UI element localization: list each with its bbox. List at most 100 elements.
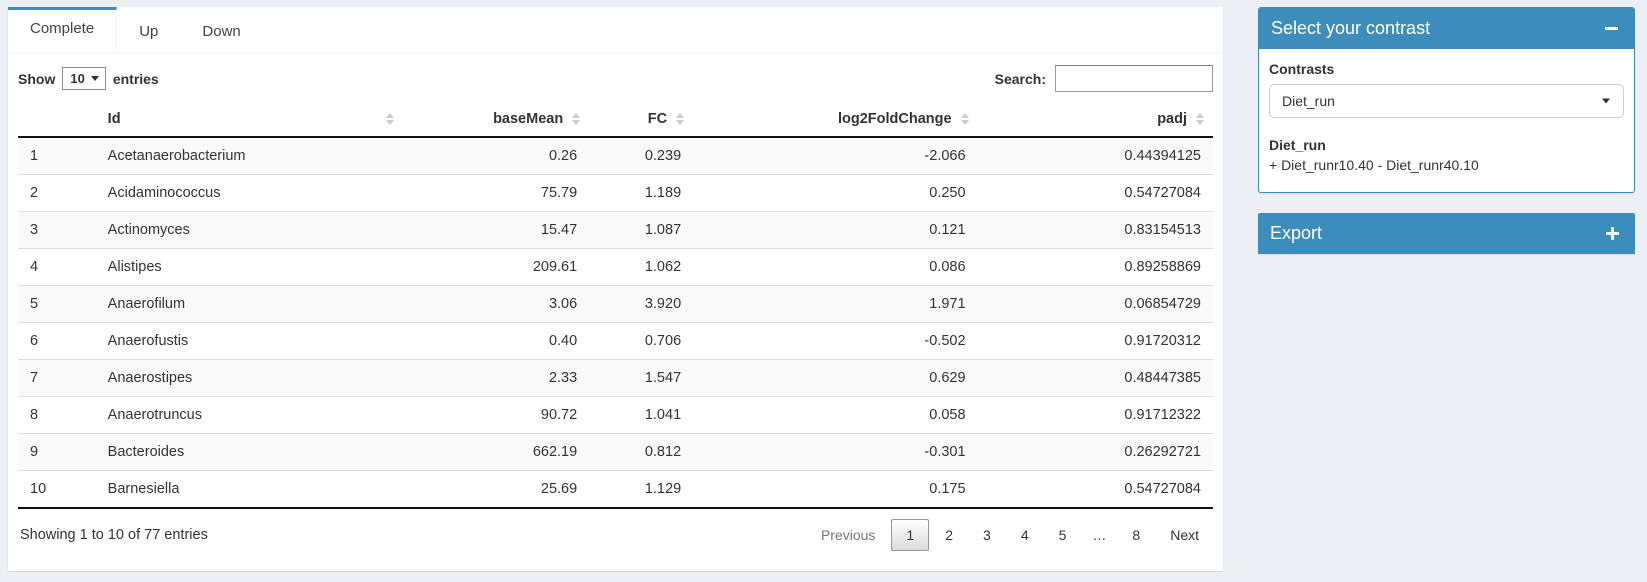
sort-icon bbox=[676, 113, 685, 125]
row-index: 9 bbox=[18, 433, 96, 471]
column-header-basemean[interactable]: baseMean bbox=[402, 102, 590, 138]
table-header-row: Id baseMean FC log2FoldChange bbox=[18, 102, 1213, 138]
cell-padj: 0.06854729 bbox=[977, 285, 1213, 323]
column-header-index bbox=[18, 102, 96, 138]
column-header-log2foldchange[interactable]: log2FoldChange bbox=[693, 102, 978, 138]
cell-basemean: 0.40 bbox=[402, 322, 590, 360]
column-header-id[interactable]: Id bbox=[95, 102, 403, 138]
table-row[interactable]: 1 Acetanaerobacterium 0.26 0.239 -2.066 … bbox=[18, 137, 1213, 175]
contrasts-label: Contrasts bbox=[1269, 61, 1335, 77]
table-row[interactable]: 3 Actinomyces 15.47 1.087 0.121 0.831545… bbox=[18, 211, 1213, 249]
cell-log2foldchange: -0.502 bbox=[693, 322, 978, 360]
tab-down[interactable]: Down bbox=[202, 23, 241, 40]
page-length-select[interactable]: 10 bbox=[62, 67, 106, 90]
page-length-control: Show 10 entries bbox=[18, 67, 159, 90]
search-input[interactable] bbox=[1055, 65, 1213, 92]
cell-fc: 1.062 bbox=[589, 248, 694, 286]
pagination-next[interactable]: Next bbox=[1170, 527, 1199, 543]
pagination-4[interactable]: 4 bbox=[1020, 527, 1029, 543]
cell-fc: 3.920 bbox=[589, 285, 694, 323]
column-header-padj[interactable]: padj bbox=[977, 102, 1213, 138]
search-control: Search: bbox=[995, 65, 1213, 92]
export-box: Export bbox=[1258, 212, 1635, 254]
pagination-1[interactable]: 1 bbox=[891, 519, 930, 551]
row-index: 1 bbox=[30, 148, 39, 164]
cell-basemean: 25.69 bbox=[402, 470, 590, 509]
column-header-label: padj bbox=[1157, 111, 1187, 127]
contrast-detail-formula: + Diet_runr10.40 - Diet_runr40.10 bbox=[1269, 157, 1479, 174]
cell-fc: 1.041 bbox=[589, 396, 694, 434]
row-index: 8 bbox=[18, 396, 96, 434]
cell-log2foldchange: 0.086 bbox=[693, 248, 978, 286]
pagination-8[interactable]: 8 bbox=[1132, 527, 1141, 543]
collapse-button[interactable] bbox=[1601, 25, 1622, 32]
cell-basemean: 3.06 bbox=[402, 285, 590, 323]
sort-icon bbox=[385, 113, 394, 125]
search-label: Search: bbox=[994, 70, 1046, 87]
cell-padj: 0.83154513 bbox=[977, 211, 1213, 249]
cell-id: Barnesiella bbox=[95, 470, 403, 509]
caret-down-icon bbox=[90, 76, 99, 81]
cell-id: Bacteroides bbox=[95, 433, 403, 471]
table-controls: Show 10 entries Search: bbox=[18, 65, 1213, 92]
table-row[interactable]: 9 Bacteroides 662.19 0.812 -0.301 0.2629… bbox=[18, 433, 1213, 471]
contrast-select[interactable]: Diet_run bbox=[1269, 84, 1624, 118]
cell-id: Acetanaerobacterium bbox=[107, 148, 246, 164]
page-length-value: 10 bbox=[70, 71, 85, 86]
cell-log2foldchange: -0.301 bbox=[693, 433, 978, 471]
cell-fc: 0.239 bbox=[644, 148, 682, 164]
cell-basemean: 90.72 bbox=[402, 396, 590, 434]
pagination: Previous 1 2 3 4 5 … 8 Next bbox=[805, 519, 1213, 551]
cell-padj: 0.44394125 bbox=[1124, 148, 1201, 164]
pagination-previous: Previous bbox=[820, 527, 876, 543]
column-header-label: baseMean bbox=[493, 111, 564, 127]
cell-padj: 0.89258869 bbox=[977, 248, 1213, 286]
cell-fc: 1.087 bbox=[589, 211, 694, 249]
row-index: 7 bbox=[18, 359, 96, 397]
cell-id: Anaerostipes bbox=[95, 359, 403, 397]
cell-log2foldchange: -2.066 bbox=[924, 148, 966, 164]
cell-id: Anaerofustis bbox=[95, 322, 403, 360]
tab-up[interactable]: Up bbox=[139, 23, 159, 40]
cell-fc: 1.189 bbox=[589, 174, 694, 212]
cell-id: Anaerofilum bbox=[95, 285, 403, 323]
table-row[interactable]: 6 Anaerofustis 0.40 0.706 -0.502 0.91720… bbox=[18, 322, 1213, 360]
cell-fc: 1.129 bbox=[589, 470, 694, 509]
table-row[interactable]: 7 Anaerostipes 2.33 1.547 0.629 0.484473… bbox=[18, 359, 1213, 397]
table-footer: Showing 1 to 10 of 77 entries Previous 1 2… bbox=[18, 519, 1213, 551]
cell-basemean: 662.19 bbox=[402, 433, 590, 471]
table-row[interactable]: 2 Acidaminococcus 75.79 1.189 0.250 0.54… bbox=[18, 174, 1213, 212]
contrast-box: Select your contrast Contrasts Diet_run … bbox=[1258, 7, 1635, 193]
row-index: 6 bbox=[18, 322, 96, 360]
cell-log2foldchange: 1.971 bbox=[693, 285, 978, 323]
cell-log2foldchange: 0.121 bbox=[693, 211, 978, 249]
contrast-box-title: Select your contrast bbox=[1271, 18, 1431, 38]
cell-log2foldchange: 0.629 bbox=[693, 359, 978, 397]
column-header-fc[interactable]: FC bbox=[589, 102, 694, 138]
cell-fc: 1.547 bbox=[589, 359, 694, 397]
tab-content: Show 10 entries Search: bbox=[8, 53, 1223, 561]
table-row[interactable]: 5 Anaerofilum 3.06 3.920 1.971 0.0685472… bbox=[18, 285, 1213, 323]
cell-fc: 0.706 bbox=[589, 322, 694, 360]
cell-log2foldchange: 0.250 bbox=[693, 174, 978, 212]
table-row[interactable]: 8 Anaerotruncus 90.72 1.041 0.058 0.9171… bbox=[18, 396, 1213, 434]
table-row[interactable]: 4 Alistipes 209.61 1.062 0.086 0.8925886… bbox=[18, 248, 1213, 286]
tab-complete[interactable]: Complete bbox=[8, 7, 118, 52]
pagination-2[interactable]: 2 bbox=[945, 527, 954, 543]
table-row[interactable]: 10 Barnesiella 25.69 1.129 0.175 0.54727… bbox=[18, 470, 1213, 509]
cell-basemean: 15.47 bbox=[402, 211, 590, 249]
entries-label: entries bbox=[112, 70, 159, 87]
side-column: Select your contrast Contrasts Diet_run … bbox=[1258, 7, 1635, 571]
table-info: Showing 1 to 10 of 77 entries bbox=[20, 527, 208, 543]
pagination-3[interactable]: 3 bbox=[983, 527, 991, 543]
cell-basemean: 0.26 bbox=[548, 148, 578, 164]
cell-basemean: 209.61 bbox=[402, 248, 590, 286]
row-index: 2 bbox=[18, 174, 96, 212]
expand-button[interactable] bbox=[1602, 225, 1623, 242]
caret-down-icon bbox=[1602, 98, 1610, 104]
row-index: 5 bbox=[18, 285, 96, 323]
row-index: 3 bbox=[18, 211, 96, 249]
sort-icon bbox=[572, 113, 581, 125]
pagination-5[interactable]: 5 bbox=[1058, 527, 1067, 543]
